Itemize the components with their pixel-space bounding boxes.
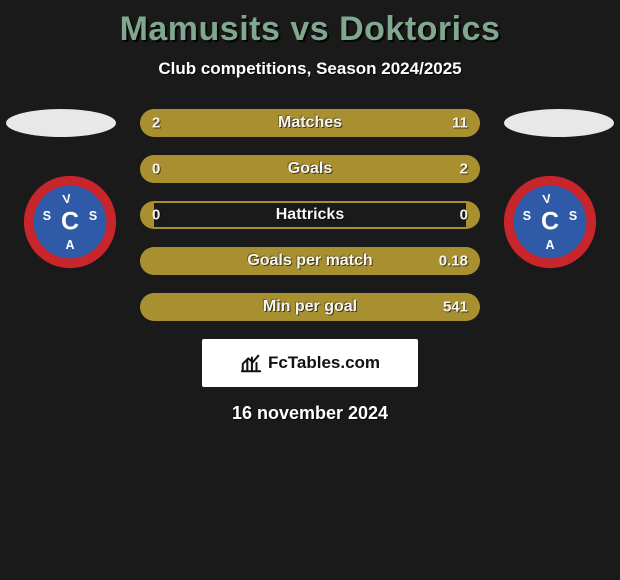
svg-text:S: S [43, 209, 51, 223]
stat-label: Matches [140, 114, 480, 132]
club-badge-left: V S S A C [22, 174, 118, 270]
stat-row: 211Matches [140, 109, 480, 137]
club-badge-right: V S S A C [502, 174, 598, 270]
chart-icon [240, 352, 262, 374]
svg-text:S: S [523, 209, 531, 223]
date-label: 16 november 2024 [0, 403, 620, 424]
svg-text:A: A [65, 238, 74, 252]
svg-text:C: C [541, 208, 559, 236]
subtitle: Club competitions, Season 2024/2025 [0, 59, 620, 79]
stat-bars: 211Matches 02Goals 00Hattricks 0.18Goals pe… [140, 109, 480, 321]
stat-label: Goals per match [140, 252, 480, 270]
stat-row: 0.18Goals per match [140, 247, 480, 275]
player-photo-right [504, 109, 614, 137]
svg-text:C: C [61, 208, 79, 236]
stat-label: Hattricks [140, 206, 480, 224]
stat-label: Min per goal [140, 298, 480, 316]
stat-row: 02Goals [140, 155, 480, 183]
page-title: Mamusits vs Doktorics [0, 0, 620, 49]
stat-label: Goals [140, 160, 480, 178]
fctables-logo: FcTables.com [202, 339, 418, 387]
stat-row: 00Hattricks [140, 201, 480, 229]
comparison-panel: V S S A C V S S A C 211Matches 02Goals 00H… [0, 109, 620, 424]
stat-row: 541Min per goal [140, 293, 480, 321]
svg-text:S: S [569, 209, 577, 223]
player-photo-left [6, 109, 116, 137]
svg-text:A: A [545, 238, 554, 252]
logo-text: FcTables.com [268, 353, 380, 373]
svg-text:S: S [89, 209, 97, 223]
